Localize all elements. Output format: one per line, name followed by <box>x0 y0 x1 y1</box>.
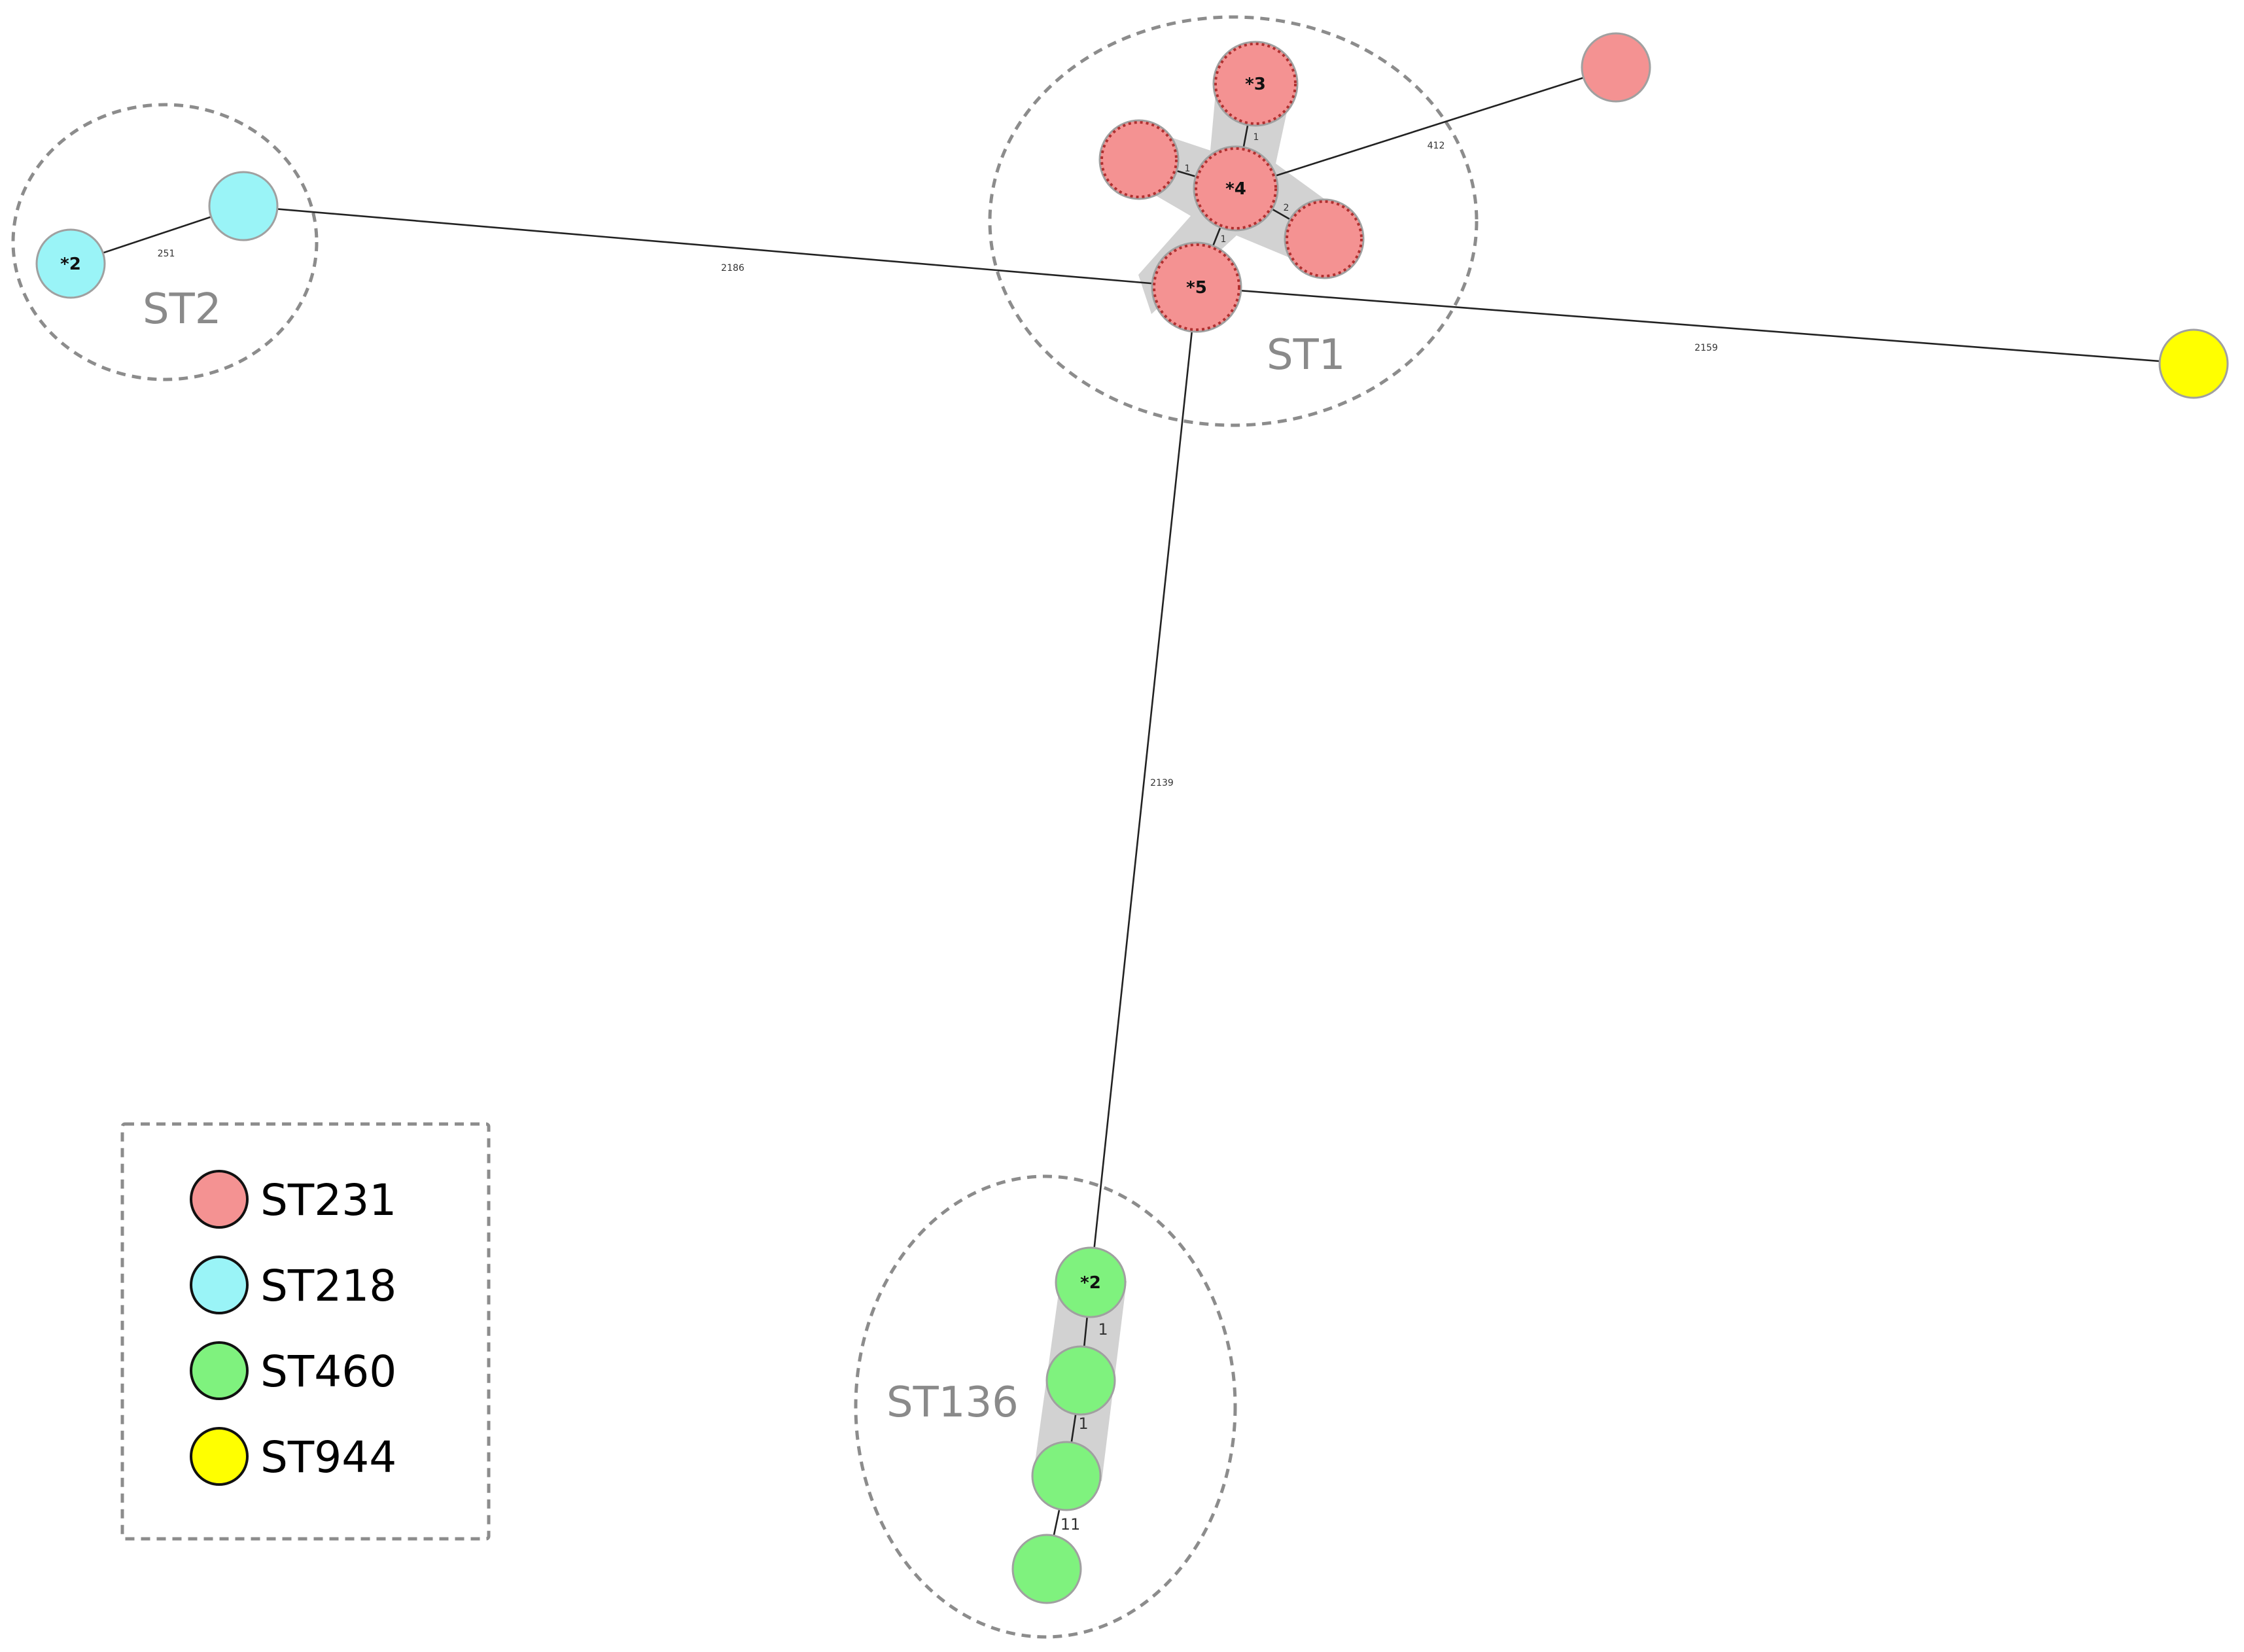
node-label: *2 <box>60 255 81 274</box>
node-st460 <box>1045 1345 1116 1416</box>
edge-cyan-1-red-star5 <box>243 205 1197 289</box>
node-st218 <box>208 171 279 241</box>
legend-swatch-st944 <box>190 1427 249 1486</box>
edge-distance-label: 251 <box>158 249 175 259</box>
legend-swatch-st460 <box>190 1341 249 1400</box>
edge-distance-label: 2159 <box>1694 343 1718 353</box>
edge-distance-label: 1 <box>1098 1320 1108 1339</box>
node-dotted-outline <box>1195 147 1277 230</box>
edge-distance-label: 1 <box>1078 1415 1088 1433</box>
tree-nodes: *2 *3 *4 *5 *2 <box>35 32 2229 1604</box>
cluster-groups: ST2 ST1 ST136 <box>11 15 1479 1639</box>
legend-box <box>120 1122 491 1541</box>
node-label: *2 <box>1080 1273 1101 1293</box>
cluster-label-st1: ST1 <box>1267 331 1345 379</box>
edge-red-star4-red-far <box>1235 66 1617 190</box>
node-st231 <box>1151 241 1242 333</box>
node-dotted-outline <box>1286 200 1363 277</box>
node-st231 <box>1193 145 1279 232</box>
node-st944 <box>2158 328 2229 399</box>
legend-label-st944: ST944 <box>260 1432 396 1483</box>
edge-distance-label: 412 <box>1428 141 1445 151</box>
edge-distance-label: 1 <box>1253 132 1259 143</box>
node-label: *3 <box>1245 75 1266 94</box>
edge-distance-label: 2186 <box>721 263 745 273</box>
cluster-outline-st2 <box>11 103 319 381</box>
node-st231 <box>1581 32 1651 103</box>
edge-distance-label: 2139 <box>1150 778 1174 788</box>
node-label: *4 <box>1225 179 1246 199</box>
edge-red-star5-yellow-1 <box>1196 286 2194 365</box>
legend-swatch-st218 <box>190 1256 249 1314</box>
legend-swatch-st231 <box>190 1170 249 1229</box>
node-dotted-outline <box>1100 121 1178 198</box>
node-st460 <box>1055 1246 1127 1318</box>
edge-distance-label: 1 <box>1221 234 1227 245</box>
edge-red-star5-green-star2 <box>1089 287 1198 1283</box>
node-st218 <box>35 228 106 299</box>
legend-label-st460: ST460 <box>260 1346 396 1397</box>
edge-distance-label: 2 <box>1284 203 1289 213</box>
node-st460 <box>1011 1534 1082 1604</box>
legend-label-st231: ST231 <box>260 1175 396 1225</box>
node-label: *5 <box>1186 278 1207 298</box>
cluster-label-st2: ST2 <box>143 285 221 334</box>
cluster-outline-st1 <box>988 15 1479 427</box>
legend-label-st218: ST218 <box>260 1261 396 1311</box>
edge-distance-label: 1 <box>1185 164 1191 174</box>
cluster-outline-st136 <box>854 1174 1237 1639</box>
cluster-label-st136: ST136 <box>886 1379 1019 1427</box>
node-st231 <box>1284 198 1365 279</box>
node-st231 <box>1098 119 1180 200</box>
node-dotted-outline <box>1153 243 1240 331</box>
node-st460 <box>1031 1441 1102 1511</box>
edge-distance-label: 11 <box>1061 1515 1081 1534</box>
node-dotted-outline <box>1214 43 1297 125</box>
node-st231 <box>1212 41 1299 127</box>
legend: ST231 ST218 ST460 ST944 <box>120 1122 491 1541</box>
